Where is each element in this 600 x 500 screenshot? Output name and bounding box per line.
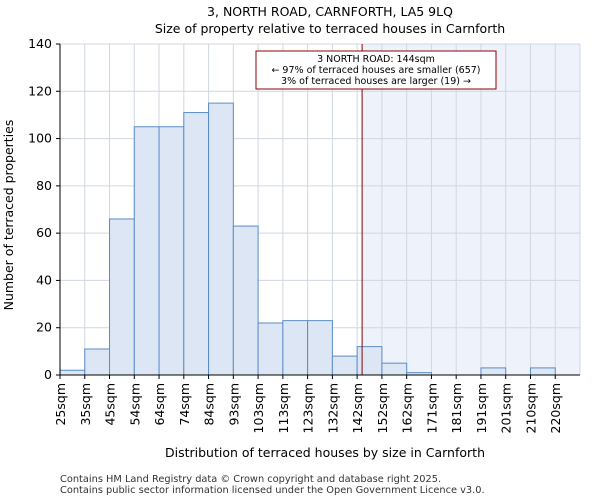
bar: [158, 126, 185, 376]
bar: [208, 102, 234, 376]
x-tick-label: 103sqm: [251, 383, 266, 433]
footer-licence: Contains public sector information licen…: [60, 485, 485, 496]
x-tick-label: 54sqm: [127, 383, 142, 426]
x-tick-label: 171sqm: [424, 383, 439, 433]
bar: [480, 367, 507, 376]
x-tick-label: 132sqm: [325, 383, 340, 433]
bar: [59, 369, 86, 376]
x-tick-label: 162sqm: [400, 383, 415, 433]
x-tick-label: 25sqm: [53, 383, 68, 426]
bar: [307, 320, 333, 376]
bar: [84, 348, 111, 376]
y-tick-label: 0: [44, 367, 52, 382]
x-tick-label: 220sqm: [548, 383, 563, 433]
footer-copyright: Contains HM Land Registry data © Crown c…: [60, 474, 442, 485]
bar: [529, 367, 556, 376]
bar: [381, 362, 408, 376]
annotation-line-1: 3 NORTH ROAD: 144sqm: [317, 54, 435, 65]
bar: [183, 112, 210, 376]
annotation-line-3: 3% of terraced houses are larger (19) →: [281, 76, 471, 87]
annotation-line-2: ← 97% of terraced houses are smaller (65…: [271, 65, 480, 76]
y-tick-label: 40: [36, 272, 52, 287]
x-tick-label: 113sqm: [276, 383, 291, 433]
x-tick-label: 152sqm: [375, 383, 390, 433]
chart-subtitle: Size of property relative to terraced ho…: [155, 21, 505, 36]
y-tick-label: 80: [36, 178, 52, 193]
y-tick-label: 100: [28, 131, 52, 146]
bar: [356, 346, 383, 376]
x-tick-label: 201sqm: [499, 383, 514, 433]
bar: [282, 320, 309, 376]
y-tick-label: 20: [36, 320, 52, 335]
y-axis-label: Number of terraced properties: [1, 120, 16, 311]
x-tick-label: 93sqm: [226, 383, 241, 426]
x-tick-label: 210sqm: [523, 383, 538, 433]
chart-title: 3, NORTH ROAD, CARNFORTH, LA5 9LQ: [207, 4, 453, 19]
y-tick-label: 60: [36, 225, 52, 240]
x-tick-label: 84sqm: [202, 383, 217, 426]
annotation-frame: [255, 50, 497, 90]
x-tick-label: 74sqm: [177, 383, 192, 426]
x-tick-label: 45sqm: [103, 383, 118, 426]
x-axis-label: Distribution of terraced houses by size …: [165, 445, 485, 460]
bar: [331, 355, 358, 376]
bar: [232, 225, 259, 376]
annotation-box: 3 NORTH ROAD: 144sqm ← 97% of terraced h…: [255, 50, 497, 90]
x-tick-label: 142sqm: [350, 383, 365, 433]
y-tick-label: 120: [28, 83, 52, 98]
x-tick-label: 35sqm: [78, 383, 93, 426]
bar: [133, 126, 160, 376]
x-tick-label: 181sqm: [449, 383, 464, 433]
bar: [257, 322, 284, 376]
y-tick-label: 140: [28, 36, 52, 51]
x-tick-label: 191sqm: [474, 383, 489, 433]
bar: [109, 218, 135, 376]
x-tick-label: 64sqm: [152, 383, 167, 426]
highlight-region: [362, 44, 580, 375]
x-tick-label: 123sqm: [301, 383, 316, 433]
